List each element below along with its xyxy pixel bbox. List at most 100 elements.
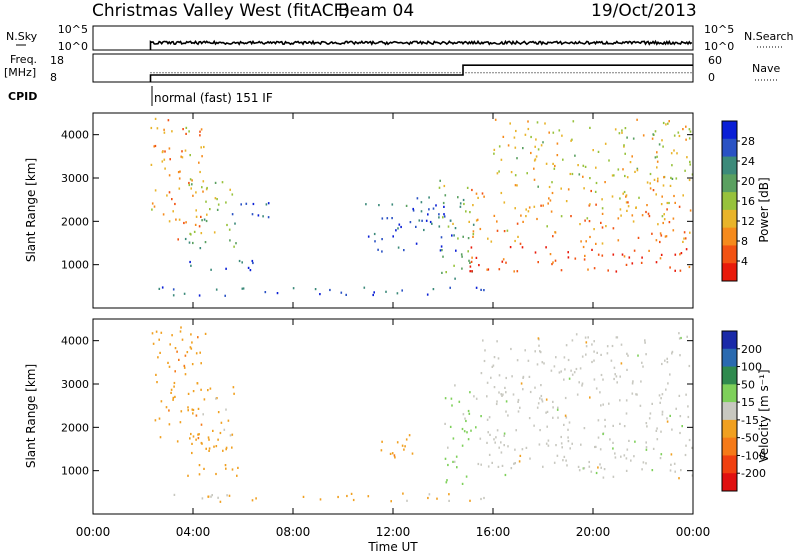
velocity-cell	[691, 446, 693, 449]
power-cell	[588, 204, 591, 207]
power-cell	[153, 205, 156, 208]
velocity-cell	[625, 399, 628, 402]
power-cell	[516, 157, 518, 160]
power-cell	[666, 201, 669, 205]
power-cell	[162, 213, 165, 216]
power-cell	[560, 215, 563, 218]
velocity-cell	[519, 406, 521, 409]
power-cell	[509, 246, 512, 249]
velocity-cell	[645, 422, 648, 425]
velocity-cell	[190, 347, 193, 350]
power-cell	[527, 127, 530, 131]
velocity-cell	[225, 467, 227, 470]
velocity-cell	[215, 397, 217, 400]
velocity-cell	[510, 467, 513, 470]
power-cell	[608, 159, 610, 162]
velocity-cell	[173, 385, 175, 388]
power-colorbar-swatch	[722, 174, 737, 193]
noise-tick-bottom-right: 10^0	[704, 40, 734, 53]
velocity-cell	[453, 460, 456, 463]
velocity-cell	[179, 330, 182, 333]
power-cell	[551, 191, 554, 195]
velocity-cell	[593, 340, 595, 343]
power-cell	[454, 277, 456, 280]
velocity-cell	[448, 499, 450, 502]
velocity-cell	[652, 447, 655, 450]
power-cell	[438, 186, 441, 189]
power-cell	[624, 174, 626, 178]
power-cell	[478, 264, 480, 267]
power-cell	[174, 202, 176, 206]
power-cell	[642, 134, 645, 137]
power-cell	[462, 235, 464, 238]
power-cell	[201, 186, 203, 189]
power-cell	[655, 239, 658, 242]
power-cell	[150, 126, 153, 130]
power-cell	[381, 217, 384, 220]
velocity-cell	[159, 351, 161, 354]
power-cell	[195, 209, 197, 212]
power-cell	[206, 213, 208, 216]
power-cell	[537, 261, 539, 264]
power-cell	[213, 231, 216, 234]
nsearch-label: N.Search	[744, 30, 794, 43]
noise-strip: N.Sky 10^5 10^0 10^5 10^0 N.Search	[6, 23, 794, 53]
power-yticks: 4000 3000 2000 1000	[61, 129, 693, 272]
power-cell	[547, 202, 549, 205]
power-cell	[199, 130, 201, 133]
power-cell	[231, 213, 234, 216]
velocity-cell	[539, 350, 541, 353]
power-cell	[572, 120, 575, 123]
velocity-cell	[685, 393, 687, 396]
power-cell	[225, 201, 227, 204]
power-cell	[584, 254, 586, 257]
power-colorbar-swatch	[722, 263, 737, 282]
power-cell	[582, 245, 585, 249]
power-cell	[593, 228, 595, 231]
power-cell	[201, 155, 203, 158]
power-cell	[429, 220, 432, 224]
velocity-cell	[217, 496, 219, 499]
velocity-cell	[454, 384, 456, 387]
velocity-cell	[200, 362, 202, 365]
velocity-cell	[571, 373, 574, 376]
power-cell	[534, 158, 537, 161]
velocity-cell	[406, 499, 408, 502]
power-cell	[228, 228, 231, 231]
power-cell	[577, 164, 579, 167]
velocity-colorbar-swatch	[722, 331, 737, 350]
velocity-cell	[620, 343, 623, 346]
velocity-cell	[197, 407, 200, 410]
velocity-cell	[461, 482, 464, 485]
time-tick-label: 00:00	[76, 525, 111, 539]
power-cell	[490, 240, 493, 243]
power-cell	[625, 263, 628, 266]
power-cell	[548, 131, 550, 134]
power-cell	[431, 222, 433, 225]
velocity-cell	[208, 438, 210, 441]
velocity-cell	[192, 435, 195, 438]
power-cell	[514, 184, 517, 187]
power-cell	[558, 129, 561, 132]
power-cell	[679, 253, 681, 256]
velocity-cell	[528, 417, 531, 420]
power-cell	[525, 208, 527, 211]
power-cell	[684, 237, 687, 240]
power-cell	[242, 287, 245, 290]
power-cell	[589, 126, 591, 129]
power-cell	[185, 132, 187, 135]
power-cell	[612, 253, 615, 256]
power-cell	[678, 134, 681, 138]
velocity-ylabel: Slant Range [km]	[24, 364, 38, 468]
power-cell	[560, 269, 563, 272]
velocity-cell	[172, 396, 175, 399]
velocity-cell	[158, 338, 160, 341]
velocity-cell	[537, 337, 540, 340]
velocity-cell	[176, 350, 178, 353]
power-cell	[199, 247, 202, 250]
velocity-cell	[631, 392, 634, 395]
velocity-cell	[159, 436, 162, 439]
power-cell	[520, 214, 522, 217]
velocity-cell	[174, 347, 177, 350]
velocity-cell	[501, 464, 504, 467]
